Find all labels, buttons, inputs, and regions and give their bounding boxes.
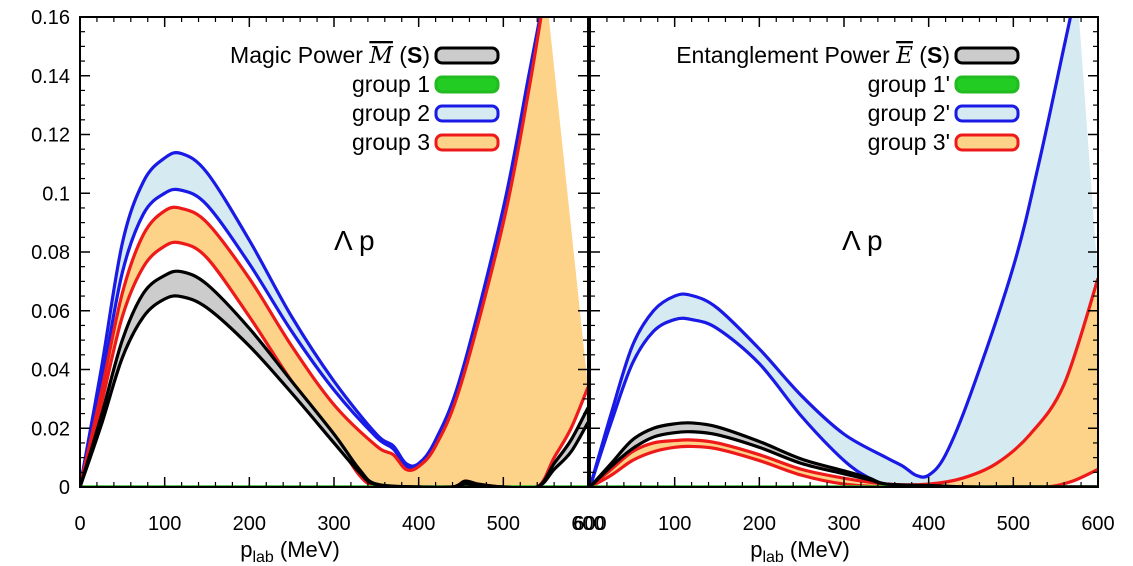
x-tick-label: 500 (487, 513, 520, 535)
y-tick-label: 0.04 (31, 360, 70, 382)
y-tick-label: 0 (59, 477, 70, 499)
legend-1: Entanglement Power E (S)group 1' group 2'… (676, 42, 1020, 155)
series-group-3-upper-1 (590, 277, 1098, 487)
y-tick-label: 0.02 (31, 418, 70, 440)
series-group-2-upper-0 (80, 17, 542, 487)
x-tick-label: 600 (1081, 513, 1114, 535)
series-group-3-band-1 (590, 278, 1098, 487)
x-tick-label: 100 (658, 513, 691, 535)
series-magic-power-lower-0 (80, 294, 588, 487)
legend-symbol: M (368, 43, 394, 69)
plot-area-1 (590, 17, 1098, 487)
x-tick-label: 0 (74, 513, 85, 535)
x-axis-label-1: plab (MeV) (750, 537, 850, 566)
ticks-1: 600 100 200 300 400 500 600 (573, 16, 1115, 535)
y-tick-label: 0.08 (31, 242, 70, 264)
legend-swatch (434, 104, 500, 123)
annotation-0: Λ p (334, 225, 375, 256)
x-axis-label-0: plab (MeV) (240, 537, 340, 566)
legend-label: Magic Power M (S) (230, 42, 430, 69)
series-group-3-upper-0 (80, 17, 543, 487)
legend-0: Magic Power M (S)group 1 group 2 group 3 (230, 42, 500, 155)
x-tick-label: 200 (233, 513, 266, 535)
x-tick-label: 600 (573, 513, 606, 535)
x-tick-label: 400 (912, 513, 945, 535)
x-tick-label: 200 (743, 513, 776, 535)
legend-label: group 2 (352, 100, 430, 126)
series-magic-power-upper-0 (80, 269, 588, 487)
x-tick-label: 500 (997, 513, 1030, 535)
legend-swatch (954, 133, 1020, 152)
legend-symbol: E (895, 43, 913, 69)
x-tick-label: 300 (827, 513, 860, 535)
legend-swatch (434, 46, 500, 65)
y-tick-label: 0.16 (31, 7, 70, 29)
y-tick-label: 0.12 (31, 125, 70, 147)
y-tick-label: 0.14 (31, 66, 70, 88)
y-tick-label: 0.1 (42, 183, 70, 205)
legend-swatch (434, 133, 500, 152)
series-group-3-band-0 (80, 17, 588, 487)
legend-label: group 1 (352, 71, 430, 97)
legend-swatch (434, 75, 500, 94)
legend-swatch (954, 75, 1020, 94)
legend-swatch (954, 104, 1020, 123)
series-entanglement-power-lower-1 (590, 430, 1098, 487)
plot-area-0 (80, 17, 588, 487)
legend-label: group 2' (868, 100, 950, 126)
series-group-3-lower-1 (590, 444, 1098, 487)
legend-label: Entanglement Power E (S) (676, 42, 950, 69)
x-tick-label: 100 (148, 513, 181, 535)
legend-label: group 1' (868, 71, 950, 97)
y-tick-label: 0.06 (31, 301, 70, 323)
panel-magic-power: 0 100 200 300 400 500 600 0 0.02 0.04 0.06 0.08 0.1 0… (31, 7, 605, 566)
x-tick-label: 400 (402, 513, 435, 535)
legend-label: group 3' (868, 129, 950, 155)
series-entanglement-power-upper-1 (590, 421, 1098, 487)
panel-entanglement-power: 600 100 200 300 400 500 600 Λ p plab (MeV) Ent… (573, 16, 1115, 566)
x-tick-label: 600 (571, 513, 604, 535)
ticks-0: 0 100 200 300 400 500 600 0 0.02 0.04 0.06 0.08 0.1 0… (31, 7, 605, 535)
legend-label: group 3 (352, 129, 430, 155)
x-tick-label: 300 (317, 513, 350, 535)
annotation-1: Λ p (842, 225, 883, 256)
legend-swatch (954, 46, 1020, 65)
series-group-2-upper-1 (590, 17, 1073, 487)
